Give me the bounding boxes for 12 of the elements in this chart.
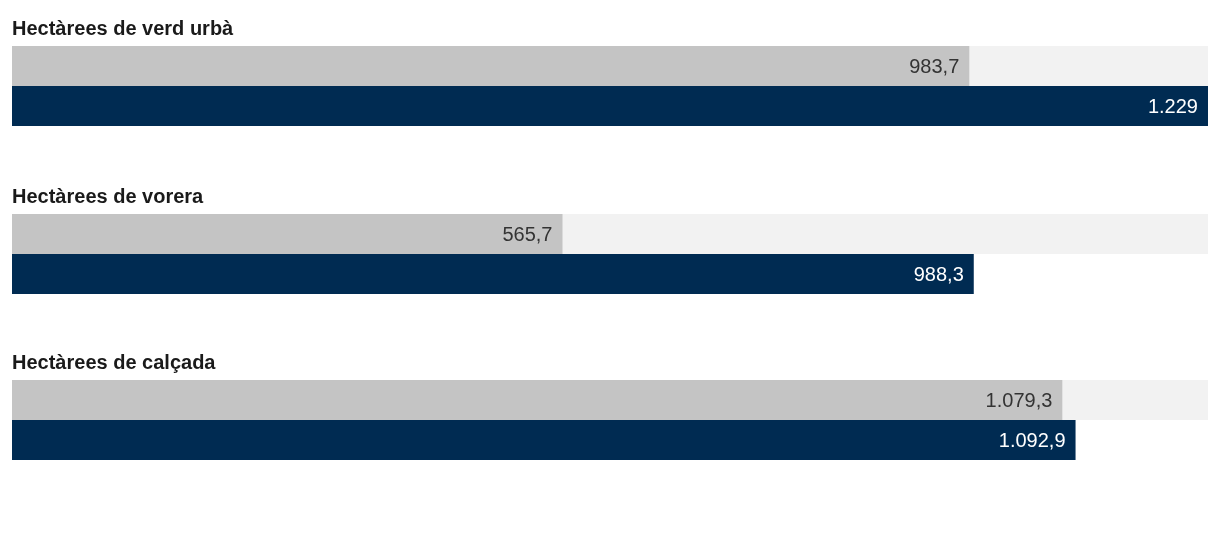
data-label: 1.092,9	[998, 429, 1066, 451]
bar	[12, 86, 1208, 126]
data-label: 988,3	[913, 263, 964, 285]
data-label: 1.229	[1147, 95, 1198, 117]
data-label: 565,7	[502, 223, 553, 245]
data-label: 983,7	[909, 55, 960, 77]
y-tick-label: Hectàrees de calçada	[12, 351, 217, 373]
y-tick-label: Hectàrees de vorera	[12, 185, 205, 207]
bar	[12, 254, 974, 294]
y-tick-label: Hectàrees de verd urbà	[12, 17, 235, 39]
data-label: 1.079,3	[985, 389, 1053, 411]
bar	[12, 420, 1076, 460]
